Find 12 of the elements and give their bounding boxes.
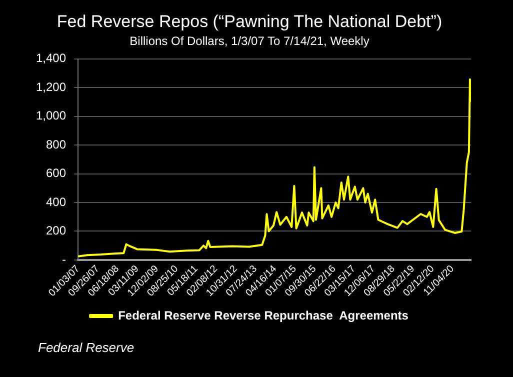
y-tick-label: 600 <box>46 166 66 180</box>
y-tick-label: - <box>62 252 66 266</box>
y-tick-label: 800 <box>46 137 66 152</box>
chart-subtitle: Billions Of Dollars, 1/3/07 To 7/14/21, Weekly <box>130 34 370 48</box>
text: Federal Reserve <box>38 340 134 355</box>
legend-label: Federal Reserve Reverse Repurchase Agreements <box>118 308 409 322</box>
y-tick-label: 200 <box>46 224 66 238</box>
chart-title: Fed Reverse Repos (“Pawning The National Debt”) <box>56 12 442 31</box>
y-tick-label: 1,000 <box>36 108 66 123</box>
y-tick-label: 1,200 <box>36 80 66 94</box>
y-tick-label: 1,400 <box>36 51 66 66</box>
y-tick-label: 400 <box>46 194 66 209</box>
